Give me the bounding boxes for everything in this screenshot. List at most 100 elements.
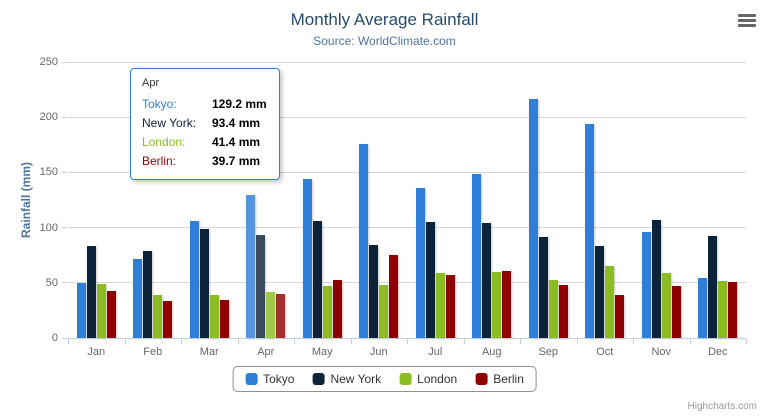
column-tokyo-jun[interactable] [359,144,368,338]
column-tokyo-dec[interactable] [698,278,707,338]
y-axis-tick [62,227,67,229]
column-berlin-nov[interactable] [672,286,681,338]
legend-item-berlin[interactable]: Berlin [475,372,524,386]
column-new-york-apr[interactable] [256,235,265,338]
tooltip-series-label: New York: [142,116,197,130]
column-tokyo-jan[interactable] [77,283,86,338]
x-axis-tick [520,339,521,344]
legend: Tokyo New York London Berlin [232,366,537,392]
x-axis-tick [463,339,465,344]
column-new-york-jul[interactable] [426,222,435,338]
x-axis-label: Nov [651,346,672,358]
x-axis-tick [294,339,295,344]
y-gridline [68,116,746,118]
column-berlin-may[interactable] [333,280,342,338]
legend-item-tokyo[interactable]: Tokyo [245,372,294,386]
tooltip-series-value: 129.2 mm [212,97,267,111]
y-axis-label: 150 [39,166,58,179]
chart-subtitle: Source: WorldClimate.com [313,34,456,48]
column-london-may[interactable] [323,286,332,338]
column-london-jan[interactable] [97,284,106,338]
legend-label: New York [330,372,382,386]
x-axis-label: Apr [257,346,275,358]
y-gridline [68,227,746,229]
column-berlin-dec[interactable] [728,282,737,338]
legend-swatch-icon [475,373,488,385]
column-new-york-oct[interactable] [595,246,604,338]
x-axis-label: Jan [87,346,106,358]
hamburger-line [738,19,756,22]
x-axis-tick [746,339,747,344]
hamburger-line [738,14,756,17]
column-berlin-jun[interactable] [389,255,398,338]
column-berlin-feb[interactable] [163,301,172,338]
column-new-york-nov[interactable] [652,220,661,338]
column-london-jun[interactable] [379,285,388,338]
export-menu-icon[interactable] [737,12,757,29]
tooltip-row: New York: 93.4 mm [142,114,268,133]
column-london-aug[interactable] [492,272,501,338]
column-new-york-feb[interactable] [143,251,152,338]
y-axis-tick [62,337,67,339]
column-london-oct[interactable] [605,266,614,338]
column-tokyo-aug[interactable] [472,174,481,338]
column-berlin-jan[interactable] [107,291,116,338]
column-london-dec[interactable] [718,281,727,338]
column-new-york-mar[interactable] [200,229,209,338]
tooltip-series-label: Berlin: [142,154,177,168]
column-london-sep[interactable] [549,280,558,338]
y-axis-tick [62,116,67,118]
column-berlin-aug[interactable] [502,271,511,338]
x-axis-tick [124,339,126,344]
column-london-nov[interactable] [662,273,671,338]
chart-title: Monthly Average Rainfall [290,10,479,29]
column-london-apr[interactable] [266,292,275,338]
column-tokyo-jul[interactable] [416,188,425,338]
credits-link[interactable]: Highcharts.com [687,401,757,412]
column-london-feb[interactable] [153,295,162,338]
column-london-jul[interactable] [436,273,445,338]
column-tokyo-nov[interactable] [642,232,651,338]
column-new-york-dec[interactable] [708,236,717,338]
legend-label: London [417,372,458,386]
column-tokyo-sep[interactable] [529,99,538,338]
x-axis-tick [689,339,691,344]
x-axis-line [68,338,746,339]
y-axis-tick [62,61,67,63]
hamburger-line [738,24,756,27]
column-new-york-jun[interactable] [369,245,378,338]
column-tokyo-oct[interactable] [585,124,594,338]
column-tokyo-feb[interactable] [133,259,142,338]
column-berlin-oct[interactable] [615,295,624,338]
x-axis-tick [576,339,578,344]
column-new-york-may[interactable] [313,221,322,338]
tooltip-header: Apr [142,77,160,89]
column-tokyo-may[interactable] [303,179,312,338]
x-axis-label: Dec [707,346,728,358]
legend-swatch-icon [312,373,325,385]
column-berlin-apr[interactable] [276,294,285,338]
tooltip-series-value: 93.4 mm [212,116,261,130]
column-london-mar[interactable] [210,295,219,338]
x-axis-label: May [311,346,333,358]
column-berlin-mar[interactable] [220,300,229,338]
column-new-york-jan[interactable] [87,246,96,338]
x-axis-label: Oct [596,346,614,358]
legend-swatch-icon [399,373,412,385]
x-axis-label: Sep [538,346,559,358]
column-berlin-jul[interactable] [446,275,455,338]
column-new-york-aug[interactable] [482,223,491,338]
y-axis-tick [62,171,67,173]
column-tokyo-mar[interactable] [190,221,199,338]
tooltip-row: Tokyo: 129.2 mm [142,95,268,114]
y-gridline [68,61,746,63]
legend-item-new-york[interactable]: New York [312,372,381,386]
column-berlin-sep[interactable] [559,285,568,338]
x-axis-label: Aug [481,346,502,358]
column-new-york-sep[interactable] [539,237,548,338]
legend-item-london[interactable]: London [399,372,457,386]
x-axis-label: Jul [428,346,443,358]
column-tokyo-apr[interactable] [246,195,255,338]
tooltip-series-label: London: [142,135,186,149]
